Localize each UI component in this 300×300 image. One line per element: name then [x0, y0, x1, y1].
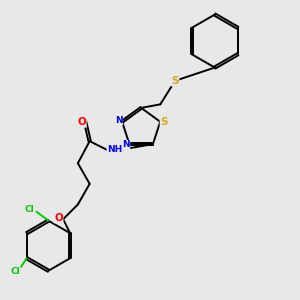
Text: N: N — [115, 116, 122, 125]
Text: S: S — [171, 76, 179, 86]
Text: N: N — [122, 140, 130, 149]
Text: O: O — [54, 213, 63, 223]
Text: NH: NH — [107, 146, 122, 154]
Text: O: O — [77, 117, 86, 127]
Text: S: S — [160, 117, 168, 127]
Text: Cl: Cl — [24, 205, 34, 214]
Text: Cl: Cl — [10, 267, 20, 276]
